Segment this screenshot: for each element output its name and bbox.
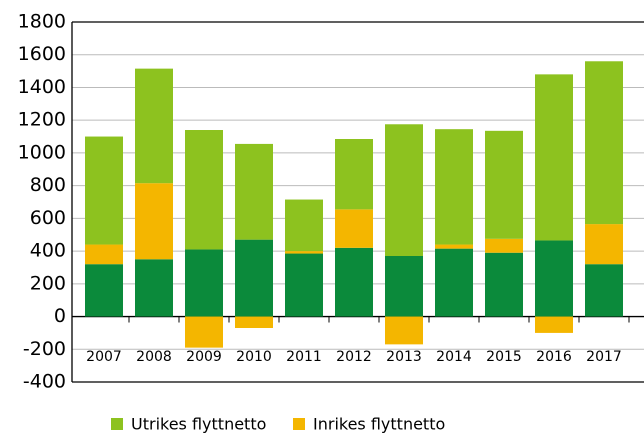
x-tick-label: 2012 <box>336 349 372 365</box>
x-tick-label: 2016 <box>536 349 572 365</box>
bar-segment <box>435 129 473 245</box>
y-tick-label: 600 <box>30 207 66 229</box>
bar-segment <box>585 61 623 225</box>
bar-segment <box>185 249 223 317</box>
legend-label: Utrikes flyttnetto <box>131 415 266 434</box>
bar-segment <box>285 199 323 252</box>
bar-segment <box>135 259 173 317</box>
bar-segment <box>85 244 123 265</box>
y-tick-label: 0 <box>54 305 66 327</box>
y-tick-label: 1800 <box>18 11 66 33</box>
x-tick-label: 2013 <box>386 349 422 365</box>
bar-segment <box>535 240 573 317</box>
bar-segment <box>385 256 423 317</box>
y-tick-label: 400 <box>30 240 66 262</box>
bar-segment <box>335 247 373 317</box>
legend-label: Inrikes flyttnetto <box>313 415 445 434</box>
x-tick-label: 2008 <box>136 349 172 365</box>
bar-segment <box>235 316 273 328</box>
bar-segment <box>585 264 623 317</box>
x-tick-label: 2007 <box>86 349 122 365</box>
bar-segment <box>285 251 323 254</box>
bar-segment <box>485 130 523 239</box>
bar-segment <box>235 239 273 317</box>
y-tick-label: 800 <box>30 174 66 196</box>
bar-segment <box>85 136 123 245</box>
bar-segment <box>135 183 173 260</box>
bar-segment <box>335 209 373 248</box>
x-tick-label: 2017 <box>586 349 622 365</box>
y-tick-label: 200 <box>30 272 66 294</box>
bar-segment <box>585 224 623 265</box>
bar-segment <box>435 244 473 249</box>
legend-swatch <box>293 418 305 430</box>
bar-segment <box>135 68 173 184</box>
bar-segment <box>335 139 373 210</box>
y-tick-label: 1000 <box>18 141 66 163</box>
bar-segment <box>435 248 473 317</box>
y-tick-label: -200 <box>23 338 66 360</box>
x-tick-label: 2014 <box>436 349 472 365</box>
bar-segment <box>485 252 523 317</box>
y-tick-label: 1400 <box>18 76 66 98</box>
bar-segment <box>185 130 223 250</box>
x-tick-label: 2011 <box>286 349 322 365</box>
bar-segment <box>235 143 273 240</box>
bar-segment <box>385 124 423 256</box>
y-tick-label: -400 <box>23 371 66 393</box>
bar-segment <box>385 316 423 345</box>
bar-segment <box>485 238 523 253</box>
bar-segment <box>185 316 223 348</box>
bar-segment <box>85 264 123 317</box>
x-tick-label: 2009 <box>186 349 222 365</box>
legend-swatch <box>111 418 123 430</box>
bar-segment <box>535 316 573 333</box>
x-tick-label: 2010 <box>236 349 272 365</box>
y-tick-label: 1600 <box>18 43 66 65</box>
x-tick-label: 2015 <box>486 349 522 365</box>
y-tick-label: 1200 <box>18 109 66 131</box>
bar-segment <box>285 253 323 317</box>
bar-segment <box>535 74 573 241</box>
